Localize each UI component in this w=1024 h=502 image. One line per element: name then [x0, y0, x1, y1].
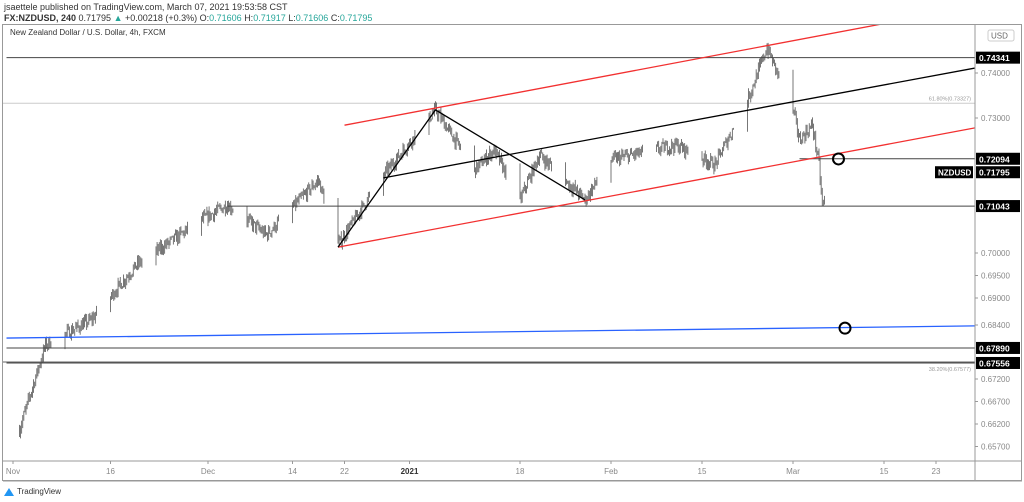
symbol-info: FX:NZDUSD, 240 0.71795 ▲ +0.00218 (+0.3%… — [4, 13, 372, 23]
price-label: 0.71043 — [979, 202, 1010, 212]
x-tick-label: 14 — [288, 467, 297, 476]
last-price: 0.71795 — [78, 13, 112, 23]
price-label: 0.72094 — [979, 154, 1010, 164]
current-price-label: 0.71795 — [979, 168, 1010, 178]
low-value: 0.71606 — [295, 13, 329, 23]
fib-label: 38.20%(0.67577) — [929, 367, 971, 373]
low-label: L: — [288, 13, 296, 23]
publisher-line: jsaettele published on TradingView.com, … — [4, 2, 288, 12]
open-value: 0.71606 — [209, 13, 242, 23]
open-label: O: — [199, 13, 210, 23]
close-value: 0.71795 — [339, 13, 373, 23]
tradingview-icon — [4, 487, 14, 496]
up-arrow-icon: ▲ — [113, 13, 123, 23]
y-tick-label: 0.70000 — [981, 249, 1010, 258]
price-label-box — [976, 200, 1020, 213]
price-label: 0.67890 — [979, 343, 1010, 353]
y-tick-label: 0.66700 — [981, 398, 1010, 407]
x-tick-label: 16 — [106, 467, 115, 476]
price-label-box — [976, 51, 1020, 64]
x-tick-label: Feb — [604, 467, 618, 476]
x-tick-label: Dec — [201, 467, 215, 476]
price-label: 0.74341 — [979, 53, 1010, 63]
chart-legend: New Zealand Dollar / U.S. Dollar, 4h, FX… — [10, 28, 166, 37]
y-tick-label: 0.69500 — [981, 272, 1010, 281]
price-label-box — [976, 152, 1020, 165]
symbol-tag: NZDUSD — [938, 169, 972, 178]
high-label: H: — [244, 13, 254, 23]
x-tick-label: 2021 — [401, 467, 419, 476]
price-change: +0.00218 (+0.3%) — [125, 13, 198, 23]
price-label-box — [976, 341, 1020, 354]
y-tick-label: 0.67200 — [981, 375, 1010, 384]
circle-marker — [832, 152, 845, 166]
circle-marker — [838, 321, 852, 335]
plot-area — [3, 20, 976, 439]
x-tick-label: 18 — [516, 467, 525, 476]
y-tick-label: 0.66200 — [981, 420, 1010, 429]
trendline[interactable] — [383, 67, 976, 179]
brand-label: TradingView — [17, 487, 62, 496]
tradingview-logo[interactable]: TradingView — [4, 487, 61, 496]
currency-badge-label: USD — [991, 32, 1008, 41]
currency-badge[interactable] — [987, 29, 1015, 42]
fib-label: 61.80%(0.73327) — [929, 96, 971, 102]
symbol: FX:NZDUSD, 240 — [4, 13, 77, 23]
y-tick-label: 0.69000 — [981, 294, 1010, 303]
trendline[interactable] — [337, 127, 975, 248]
current-price-box — [976, 166, 1020, 179]
close-label: C: — [330, 13, 340, 23]
x-tick-label: Nov — [6, 467, 20, 476]
x-tick-label: Mar — [786, 467, 800, 476]
x-tick-label: 23 — [932, 467, 941, 476]
y-tick-label: 0.73000 — [981, 114, 1010, 123]
x-tick-label: 22 — [340, 467, 349, 476]
trendline[interactable] — [6, 325, 976, 339]
y-tick-label: 0.74000 — [981, 69, 1010, 78]
y-tick-label: 0.68400 — [981, 321, 1010, 330]
symbol-tag-box — [935, 166, 973, 179]
high-value: 0.71917 — [253, 13, 286, 23]
price-label-box — [976, 356, 1020, 369]
x-tick-label: 15 — [698, 467, 707, 476]
trendline[interactable] — [344, 20, 904, 126]
trendline[interactable] — [337, 109, 586, 248]
price-label: 0.67556 — [979, 358, 1010, 368]
y-tick-label: 0.65700 — [981, 443, 1010, 452]
x-tick-label: 15 — [880, 467, 889, 476]
